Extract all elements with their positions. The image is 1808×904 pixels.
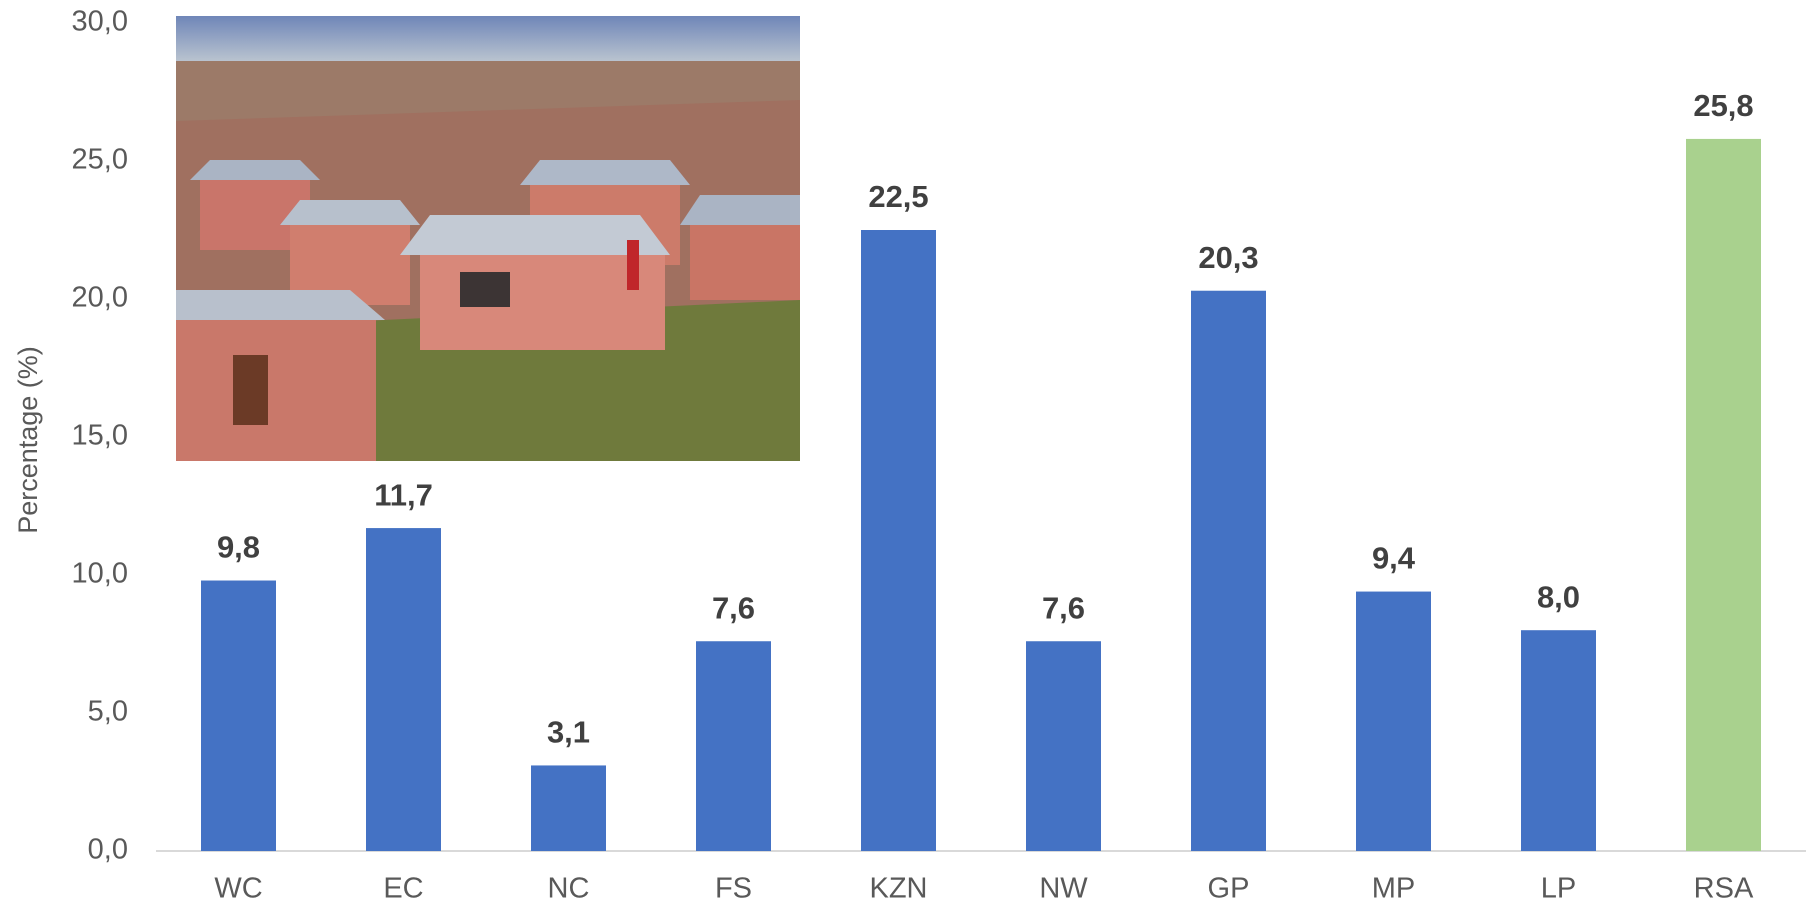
y-tick-label: 0,0	[88, 834, 128, 866]
y-tick-label: 10,0	[72, 558, 128, 590]
x-tick-label: LP	[1541, 873, 1576, 904]
value-label: 7,6	[712, 590, 755, 625]
value-label: 9,8	[217, 530, 260, 565]
y-tick-label: 20,0	[72, 282, 128, 314]
y-tick-label: 15,0	[72, 420, 128, 452]
value-label: 9,4	[1372, 541, 1416, 576]
x-tick-label: NC	[548, 873, 590, 904]
bar	[1026, 641, 1101, 851]
bar	[696, 641, 771, 851]
x-tick-label: FS	[715, 873, 752, 904]
y-tick-label: 30,0	[72, 6, 128, 38]
y-tick-label: 5,0	[88, 696, 128, 728]
value-label: 8,0	[1537, 579, 1580, 614]
bar	[366, 528, 441, 851]
x-tick-label: MP	[1372, 873, 1416, 904]
photo-inset	[176, 16, 800, 461]
bar	[1686, 138, 1761, 852]
x-tick-label: GP	[1208, 873, 1250, 904]
bar	[201, 580, 276, 851]
y-tick-label: 25,0	[72, 144, 128, 176]
x-tick-label: KZN	[870, 873, 928, 904]
y-axis-title: Percentage (%)	[13, 346, 43, 534]
value-label: 25,8	[1693, 88, 1753, 123]
value-label: 20,3	[1198, 240, 1258, 275]
bar	[861, 230, 936, 851]
value-label: 11,7	[374, 477, 433, 512]
value-label: 3,1	[547, 715, 590, 750]
bar	[1521, 630, 1596, 851]
x-tick-label: RSA	[1694, 873, 1754, 904]
x-tick-label: WC	[214, 873, 262, 904]
bar	[531, 765, 606, 851]
value-label: 7,6	[1042, 590, 1085, 625]
bar	[1356, 591, 1431, 851]
x-tick-label: NW	[1039, 873, 1088, 904]
value-label: 22,5	[868, 179, 928, 214]
x-tick-label: EC	[383, 873, 423, 904]
bar	[1191, 290, 1266, 852]
